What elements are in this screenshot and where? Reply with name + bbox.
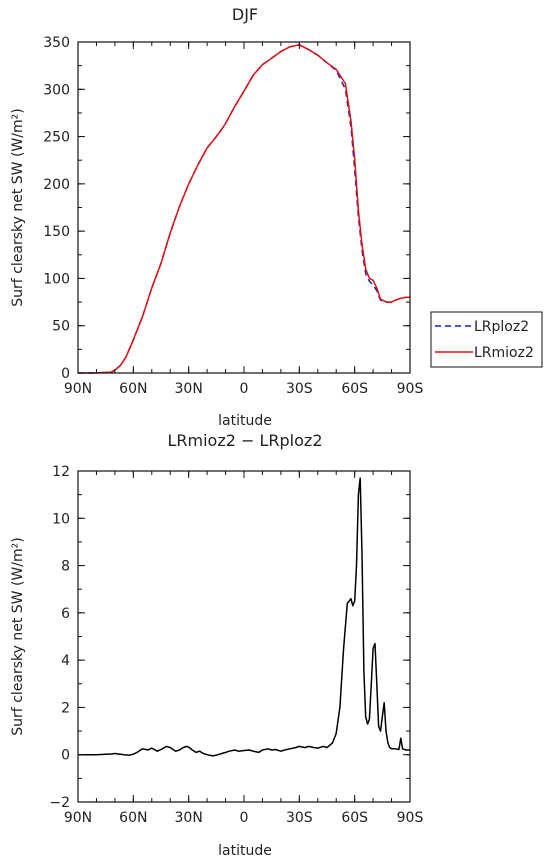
x-tick-label: 30N bbox=[175, 381, 203, 397]
y-tick-label: 0 bbox=[61, 366, 70, 382]
y-tick-label: 8 bbox=[61, 559, 70, 575]
y-tick-label: 2 bbox=[61, 700, 70, 716]
chart-panel-djf: DJF 90N 60N 30N 0 30S 60S 90S 0 50 100 150 200 250 30… bbox=[10, 5, 543, 429]
y-tick-label: 6 bbox=[61, 606, 70, 622]
x-tick-label: 30S bbox=[286, 810, 313, 826]
x-axis-label: latitude bbox=[218, 843, 272, 859]
x-axis-label: latitude bbox=[218, 413, 272, 429]
series-group bbox=[78, 477, 410, 757]
x-tick-label: 30S bbox=[286, 381, 313, 397]
series-line-lrploz2 bbox=[78, 44, 410, 374]
series-line-difference bbox=[78, 477, 410, 757]
tick-group: 90N 60N 30N 0 30S 60S 90S 0 50 100 150 200 250 300 350 bbox=[43, 35, 423, 397]
tick-group: 90N 60N 30N 0 30S 60S 90S −2 0 2 4 6 8 10 12 bbox=[49, 464, 423, 826]
x-tick-label: 90S bbox=[397, 810, 424, 826]
y-tick-label: 10 bbox=[52, 511, 70, 527]
y-tick-label: 150 bbox=[43, 224, 70, 240]
y-tick-label: −2 bbox=[49, 795, 70, 811]
x-tick-label: 60S bbox=[341, 810, 368, 826]
y-tick-label: 4 bbox=[61, 653, 70, 669]
legend-label-lrmioz2: LRmioz2 bbox=[474, 345, 534, 361]
x-tick-label: 90S bbox=[397, 381, 424, 397]
y-axis-label: Surf clearsky net SW (W/m²) bbox=[10, 108, 26, 306]
y-tick-label: 50 bbox=[52, 319, 70, 335]
y-tick-label: 350 bbox=[43, 35, 70, 51]
x-tick-label: 60S bbox=[341, 381, 368, 397]
y-tick-label: 250 bbox=[43, 130, 70, 146]
x-tick-label: 90N bbox=[64, 810, 92, 826]
series-group bbox=[78, 44, 410, 374]
plot-frame bbox=[77, 470, 411, 803]
chart-title: DJF bbox=[232, 5, 258, 24]
y-tick-label: 200 bbox=[43, 177, 70, 193]
series-line-lrmioz2 bbox=[78, 44, 410, 374]
y-tick-label: 300 bbox=[43, 82, 70, 98]
x-tick-label: 30N bbox=[175, 810, 203, 826]
legend: LRploz2 LRmioz2 bbox=[430, 311, 543, 368]
y-tick-label: 100 bbox=[43, 271, 70, 287]
x-tick-label: 60N bbox=[119, 381, 147, 397]
chart-title: LRmioz2 − LRploz2 bbox=[167, 431, 322, 450]
legend-label-lrploz2: LRploz2 bbox=[474, 319, 529, 335]
legend-box bbox=[430, 311, 543, 368]
y-tick-label: 12 bbox=[52, 464, 70, 480]
x-tick-label: 0 bbox=[240, 381, 249, 397]
y-tick-label: 0 bbox=[61, 748, 70, 764]
x-tick-label: 90N bbox=[64, 381, 92, 397]
x-tick-label: 0 bbox=[240, 810, 249, 826]
x-tick-label: 60N bbox=[119, 810, 147, 826]
y-axis-label: Surf clearsky net SW (W/m²) bbox=[10, 537, 26, 735]
chart-panel-difference: LRmioz2 − LRploz2 90N 60N 30N 0 30S 60S 90S −2 0… bbox=[10, 431, 423, 859]
